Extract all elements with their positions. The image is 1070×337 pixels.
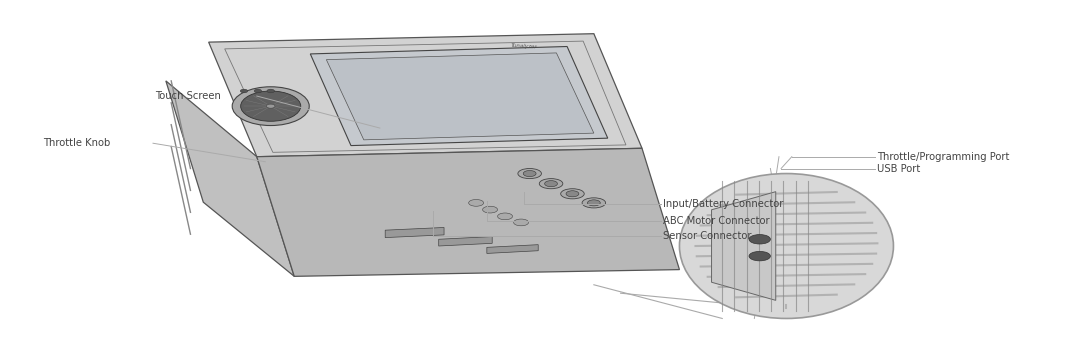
Ellipse shape bbox=[518, 168, 541, 179]
Text: Touch Screen: Touch Screen bbox=[155, 91, 221, 101]
Ellipse shape bbox=[561, 189, 584, 199]
Polygon shape bbox=[439, 237, 492, 246]
Polygon shape bbox=[712, 192, 776, 300]
Ellipse shape bbox=[545, 181, 557, 187]
Text: Throttle Knob: Throttle Knob bbox=[43, 138, 110, 148]
Ellipse shape bbox=[498, 213, 513, 220]
Polygon shape bbox=[326, 53, 594, 140]
Ellipse shape bbox=[483, 206, 498, 213]
Text: ABC Motor Connector: ABC Motor Connector bbox=[663, 216, 770, 226]
Ellipse shape bbox=[255, 89, 262, 93]
Polygon shape bbox=[487, 245, 538, 253]
Ellipse shape bbox=[232, 87, 309, 125]
Text: Throttle/Programming Port: Throttle/Programming Port bbox=[877, 152, 1010, 162]
Text: USB Port: USB Port bbox=[877, 163, 920, 174]
Ellipse shape bbox=[523, 171, 536, 177]
Ellipse shape bbox=[266, 104, 275, 108]
Ellipse shape bbox=[539, 179, 563, 189]
Ellipse shape bbox=[582, 198, 606, 208]
Polygon shape bbox=[310, 47, 608, 146]
Ellipse shape bbox=[469, 200, 484, 206]
Ellipse shape bbox=[749, 235, 770, 244]
Ellipse shape bbox=[240, 89, 248, 93]
Ellipse shape bbox=[268, 89, 274, 93]
Ellipse shape bbox=[241, 91, 301, 121]
Ellipse shape bbox=[514, 219, 529, 226]
Ellipse shape bbox=[566, 191, 579, 197]
Ellipse shape bbox=[679, 174, 893, 318]
Text: Sensor Connector: Sensor Connector bbox=[663, 231, 752, 241]
Text: Tunalyzer: Tunalyzer bbox=[510, 43, 538, 50]
Ellipse shape bbox=[587, 200, 600, 206]
Ellipse shape bbox=[749, 251, 770, 261]
Polygon shape bbox=[385, 227, 444, 238]
Polygon shape bbox=[209, 34, 642, 157]
Text: Input/Battery Connector: Input/Battery Connector bbox=[663, 199, 783, 209]
Polygon shape bbox=[257, 148, 679, 276]
Polygon shape bbox=[166, 81, 294, 276]
